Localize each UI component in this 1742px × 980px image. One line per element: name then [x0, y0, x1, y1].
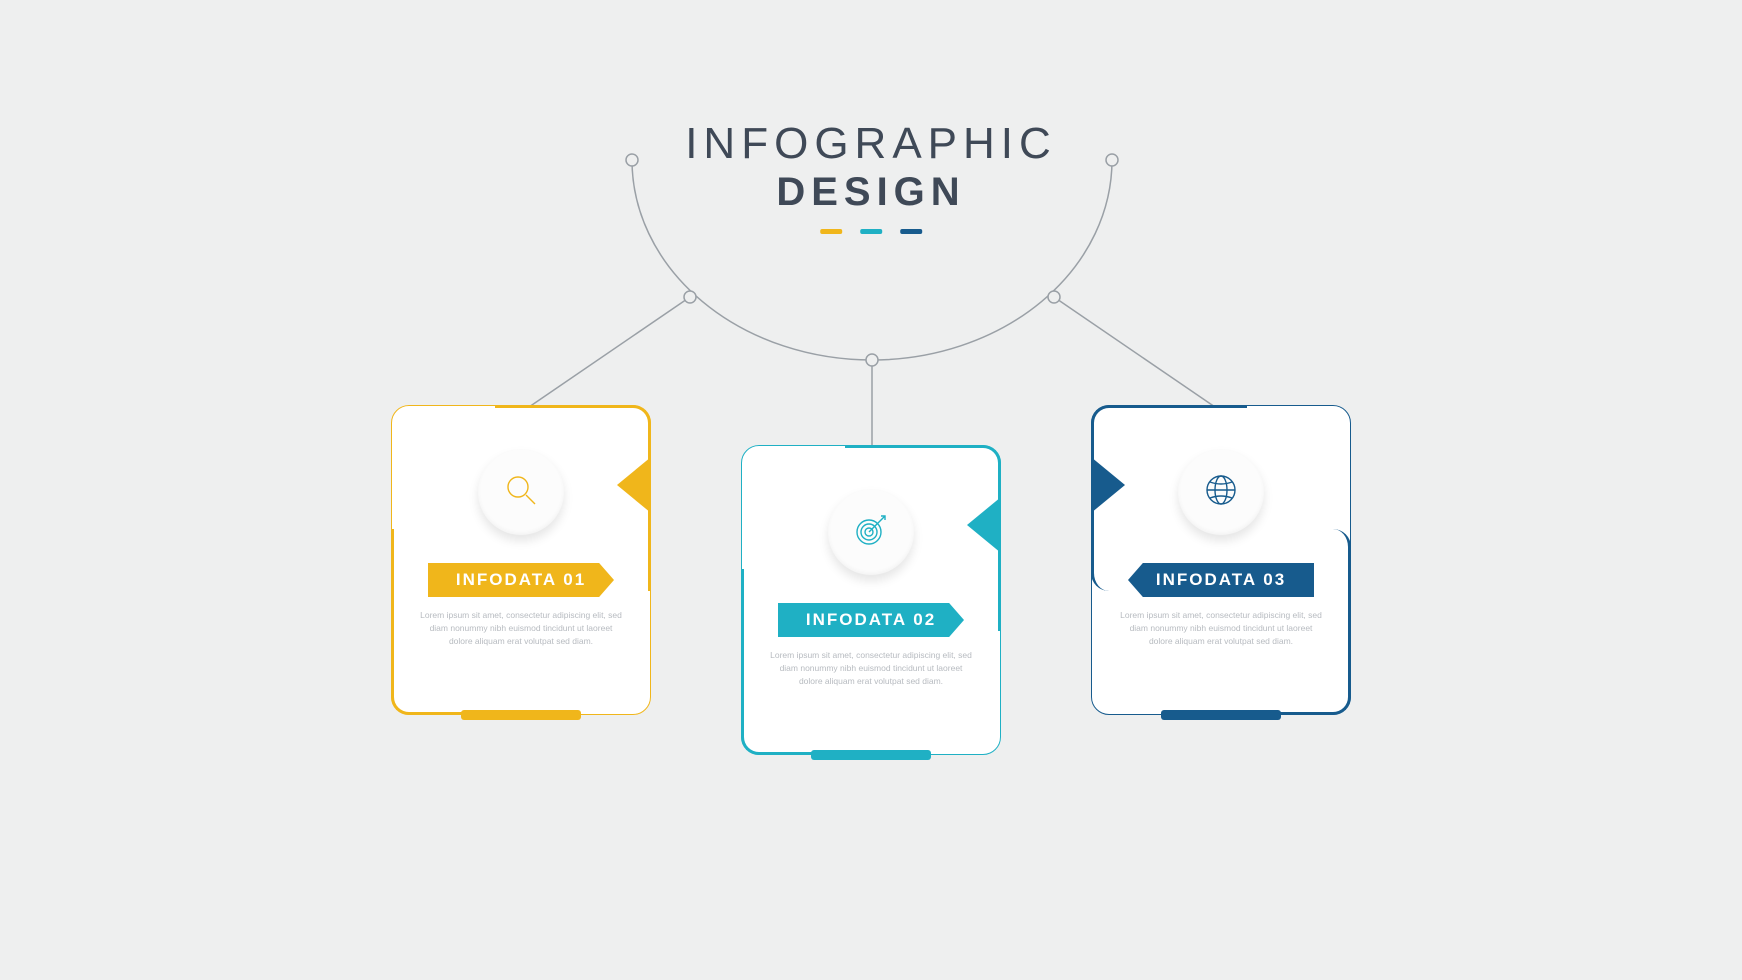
magnifier-icon [501, 470, 541, 515]
card-3: INFODATA 03 Lorem ipsum sit amet, consec… [1091, 405, 1351, 715]
card-2-bottom-tab [811, 750, 931, 760]
card-3-body: Lorem ipsum sit amet, consectetur adipis… [1119, 609, 1323, 649]
card-2-corner-triangle [967, 497, 1001, 553]
dash-3 [900, 229, 922, 234]
target-icon [851, 510, 891, 555]
card-2-icon-circle [828, 489, 914, 575]
card-3-bottom-tab [1161, 710, 1281, 720]
globe-icon [1201, 470, 1241, 515]
header: INFOGRAPHIC DESIGN [685, 120, 1057, 234]
card-3-corner-triangle [1091, 457, 1125, 513]
infographic-stage: INFOGRAPHIC DESIGN INFODATA 01 [0, 0, 1742, 980]
card-1-label: INFODATA 01 [428, 563, 614, 597]
card-3-label: INFODATA 03 [1128, 563, 1314, 597]
card-1-bottom-tab [461, 710, 581, 720]
card-1: INFODATA 01 Lorem ipsum sit amet, consec… [391, 405, 651, 715]
card-3-icon-circle [1178, 449, 1264, 535]
dash-1 [820, 229, 842, 234]
card-1-body: Lorem ipsum sit amet, consectetur adipis… [419, 609, 623, 649]
card-1-icon-circle [478, 449, 564, 535]
card-1-corner-triangle [617, 457, 651, 513]
title-line-2: DESIGN [685, 170, 1057, 215]
card-2-label: INFODATA 02 [778, 603, 964, 637]
title-line-1: INFOGRAPHIC [685, 120, 1057, 168]
card-2-body: Lorem ipsum sit amet, consectetur adipis… [769, 649, 973, 689]
card-2: INFODATA 02 Lorem ipsum sit amet, consec… [741, 445, 1001, 755]
dash-2 [860, 229, 882, 234]
accent-dashes [685, 229, 1057, 234]
cards-row: INFODATA 01 Lorem ipsum sit amet, consec… [0, 405, 1742, 755]
